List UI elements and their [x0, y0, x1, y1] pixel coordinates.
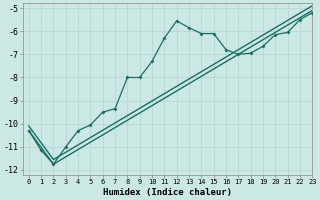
X-axis label: Humidex (Indice chaleur): Humidex (Indice chaleur) — [103, 188, 232, 197]
